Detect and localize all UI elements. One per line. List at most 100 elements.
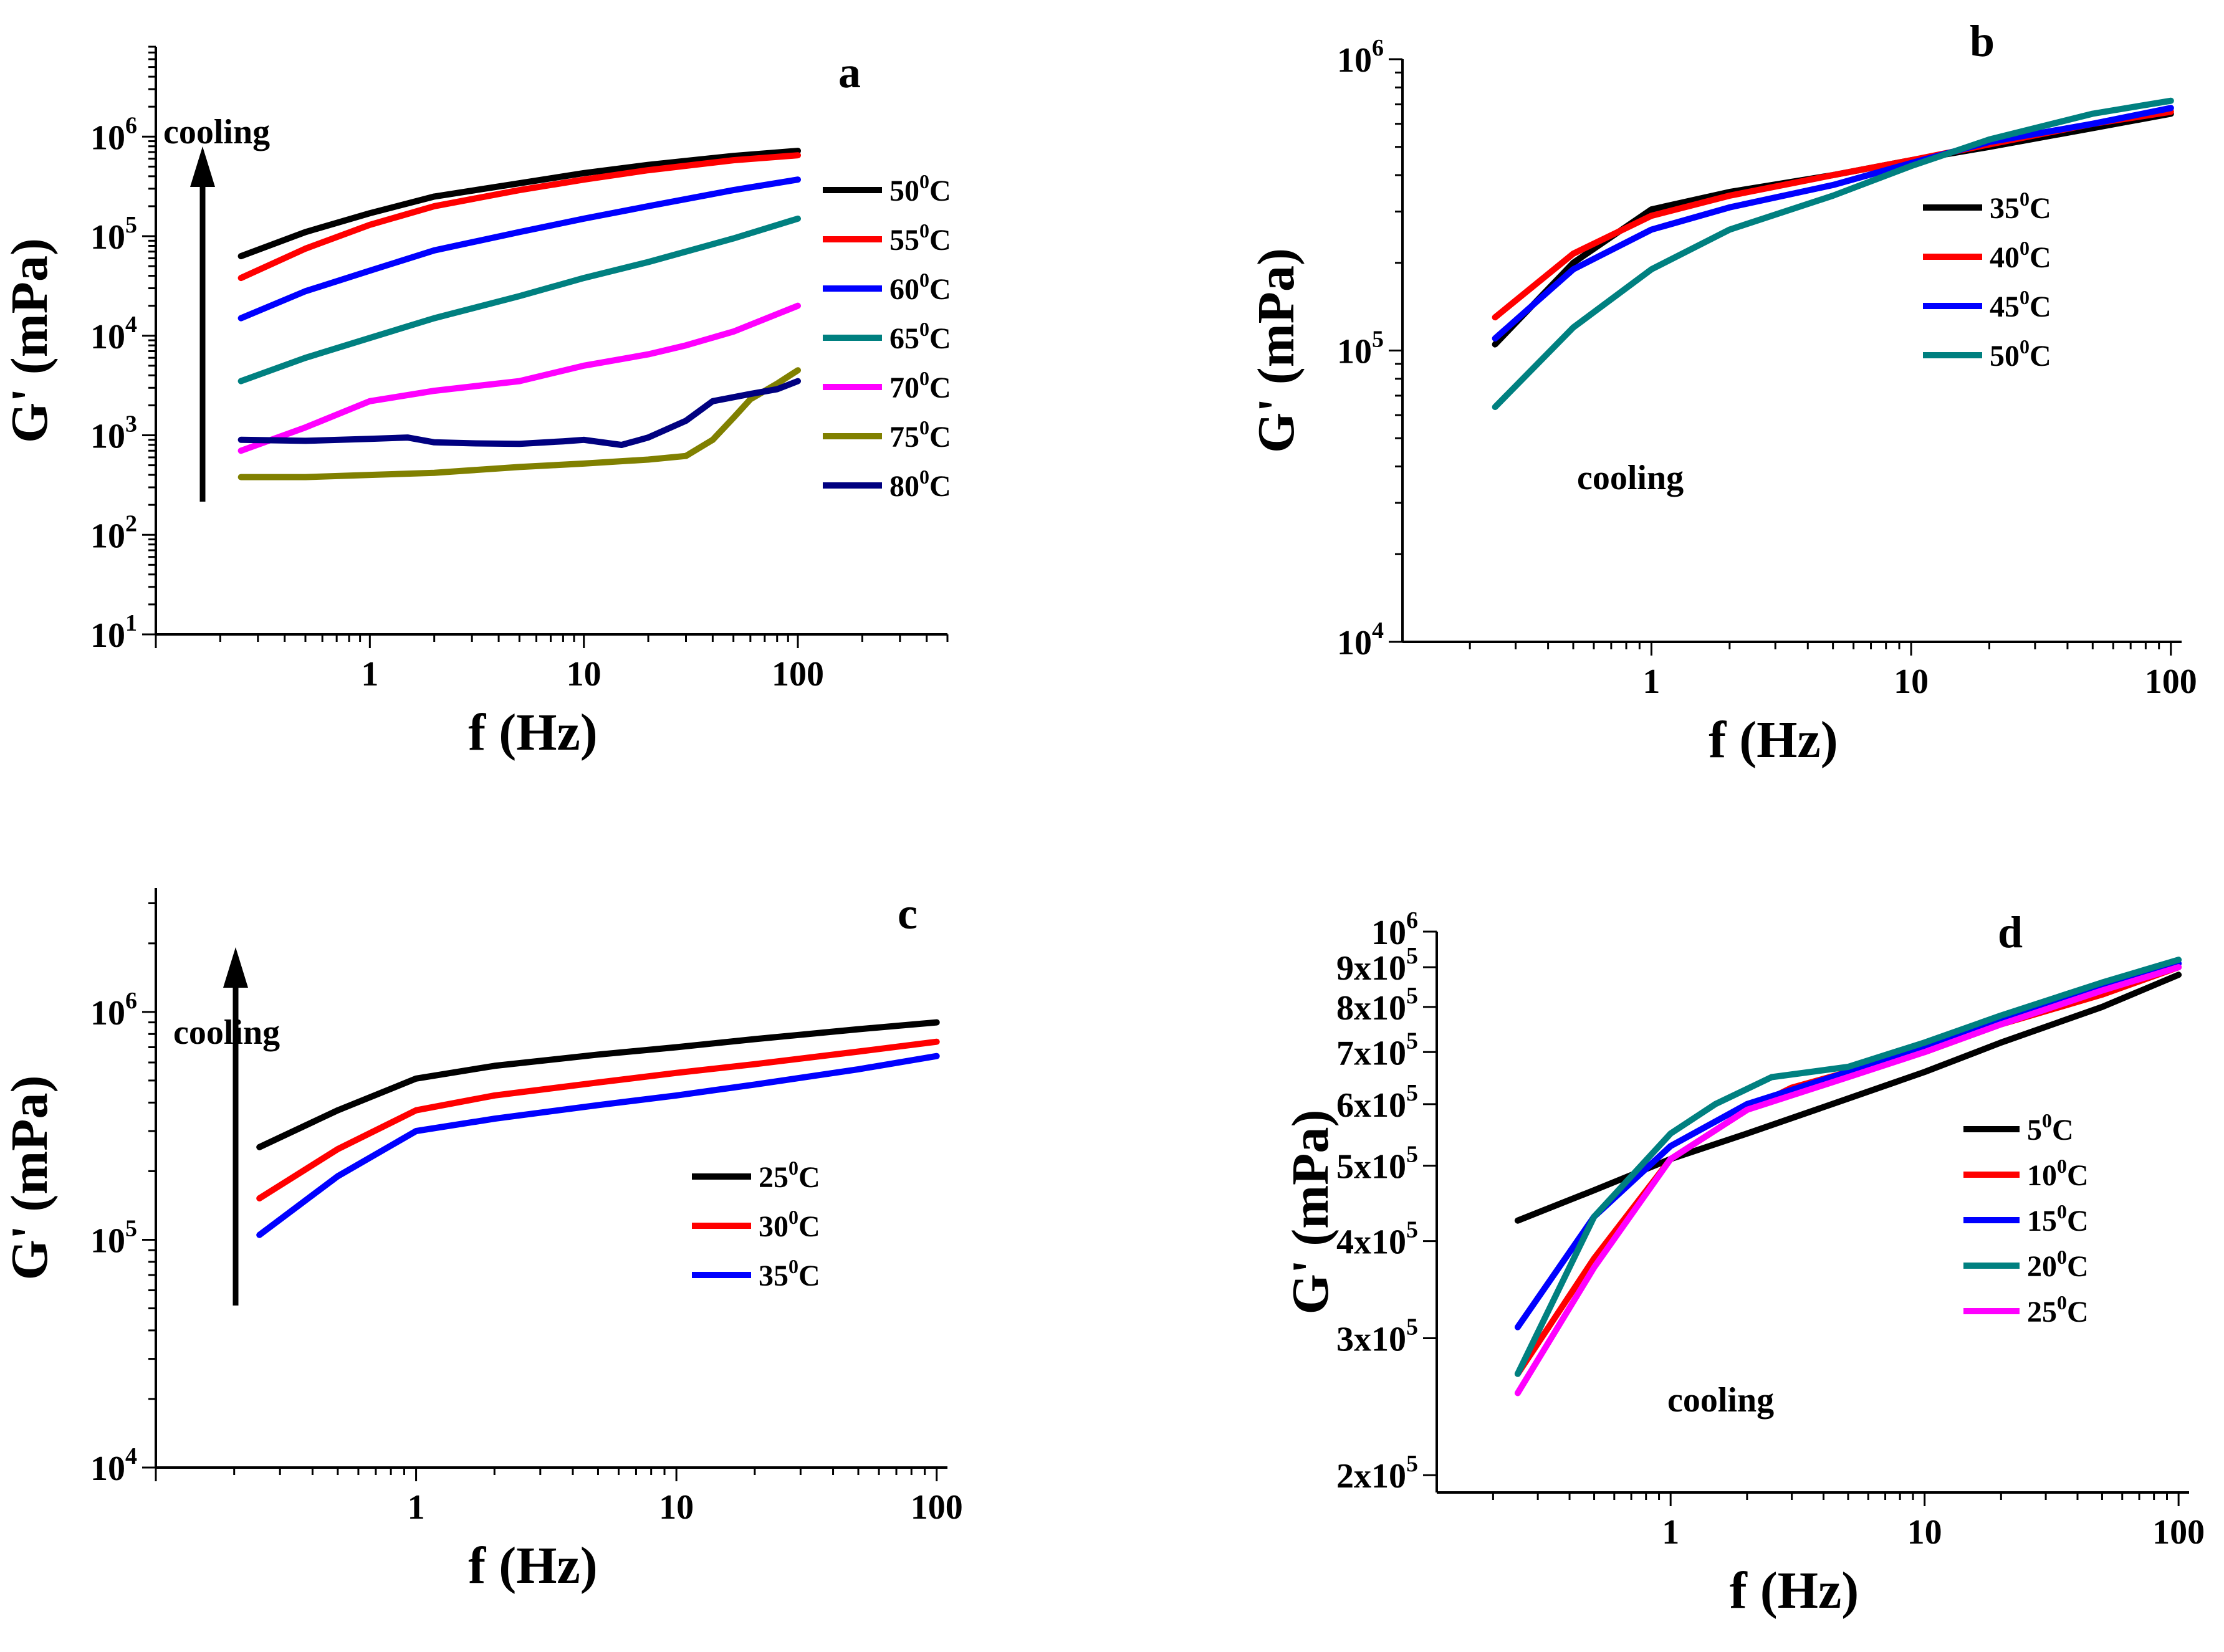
y-tick-base: 10 [90,418,125,456]
y-axis-label: G' (mPa) [1,1076,59,1281]
legend-unit: C [929,273,951,306]
y-tick-exponent: 5 [125,1215,137,1241]
cooling-annotation: cooling [173,1013,280,1052]
legend-temp: 50 [889,174,919,208]
legend-label: 200C [2027,1246,2089,1283]
x-tick-label: 10 [1894,662,1929,701]
series-line-45C [1495,108,2171,338]
legend-item-80C: 800C [823,466,951,503]
legend-unit: C [798,1259,820,1292]
legend-unit: C [929,322,951,355]
y-tick-label: 7x105 [1336,1028,1418,1072]
y-tick-label: 102 [90,510,137,555]
legend-degree-superscript: 0 [2020,188,2030,210]
cooling-arrow-head [190,146,215,187]
legend-label: 650C [889,318,951,355]
legend-temp: 25 [2027,1296,2057,1329]
legend-item-15C: 150C [1963,1200,2089,1238]
legend-temp: 25 [759,1161,788,1194]
y-tick-exponent: 1 [125,610,137,636]
y-tick-label: 104 [90,312,137,356]
x-tick-label: 100 [2152,1513,2205,1552]
legend-degree-superscript: 0 [2057,1200,2067,1223]
x-tick-label: 100 [772,655,824,694]
y-tick-exponent: 5 [1406,1217,1418,1243]
y-tick-base: 7x10 [1336,1034,1406,1072]
y-tick-base: 10 [1337,624,1372,662]
legend-temp: 45 [1990,290,2020,323]
y-tick-base: 10 [90,318,125,356]
y-tick-base: 3x10 [1336,1320,1406,1358]
legend-unit: C [798,1210,820,1243]
y-tick-exponent: 5 [1406,983,1418,1009]
legend-item-40C: 400C [1923,237,2051,274]
legend-label: 300C [759,1206,820,1243]
y-tick-base: 8x10 [1336,989,1406,1028]
legend-temp: 55 [889,224,919,257]
legend-label: 50C [2027,1109,2074,1147]
y-tick-label: 106 [90,112,137,157]
legend-unit: C [2030,290,2051,323]
y-axis-label: G' (mPa) [1,238,59,443]
legend-unit: C [929,421,951,454]
legend-temp: 30 [759,1210,788,1243]
x-tick-label: 1 [1662,1513,1679,1552]
legend-item-25C: 250C [692,1157,820,1194]
legend-degree-superscript: 0 [788,1206,798,1228]
y-tick-exponent: 4 [125,1443,137,1469]
legend-degree-superscript: 0 [788,1157,798,1179]
y-tick-exponent: 2 [125,510,137,537]
panel-d: 1 10 1002x1053x1054x1055x1056x1057x1058x10… [1282,907,2205,1620]
legend-temp: 65 [889,322,919,355]
panel-label: a [838,47,861,97]
legend-temp: 5 [2027,1114,2042,1147]
legend-degree-superscript: 0 [919,318,929,340]
legend-degree-superscript: 0 [2020,335,2030,358]
series-line-50C [1495,101,2171,407]
x-tick-label: 1 [1642,662,1660,701]
legend-unit: C [2030,241,2051,274]
legend: 50C 100C 150C 200C 250C [1963,1109,2089,1329]
panel-b: 1 10 100104105106f (Hz)G' (mPa)bcooling350… [1247,16,2197,769]
x-tick-label: 10 [1907,1513,1942,1552]
y-tick-base: 2x10 [1336,1457,1406,1496]
x-tick-label: 1 [408,1488,425,1527]
legend-degree-superscript: 0 [2042,1109,2052,1132]
series-line-70C [241,306,798,451]
legend-degree-superscript: 0 [2020,286,2030,308]
legend-degree-superscript: 0 [2057,1155,2067,1177]
legend-temp: 60 [889,273,919,306]
y-tick-base: 10 [90,218,125,257]
legend-item-70C: 700C [823,367,951,404]
y-tick-label: 4x105 [1336,1217,1418,1262]
legend-label: 500C [889,170,951,208]
y-tick-base: 10 [90,994,125,1033]
legend-label: 100C [2027,1155,2089,1192]
legend-label: 250C [2027,1291,2089,1329]
legend-label: 600C [889,269,951,306]
legend-temp: 35 [1990,192,2020,225]
legend-degree-superscript: 0 [2057,1291,2067,1314]
legend-temp: 75 [889,421,919,454]
legend-unit: C [929,470,951,503]
y-tick-label: 101 [90,610,137,655]
y-tick-label: 105 [90,1215,137,1260]
legend-degree-superscript: 0 [2020,237,2030,259]
y-tick-label: 8x105 [1336,983,1418,1028]
x-tick-label: 100 [2145,662,2197,701]
legend-unit: C [2030,340,2051,373]
legend-label: 800C [889,466,951,503]
legend-temp: 35 [759,1259,788,1292]
legend-item-60C: 600C [823,269,951,306]
legend-item-25C: 250C [1963,1291,2089,1329]
panel-label: d [1998,907,2023,957]
y-tick-base: 9x10 [1336,949,1406,988]
y-tick-label: 3x105 [1336,1314,1418,1358]
y-tick-base: 10 [1337,333,1372,371]
x-tick-label: 1 [361,655,378,694]
legend-label: 350C [1990,188,2051,225]
legend-label: 700C [889,367,951,404]
legend-temp: 10 [2027,1159,2057,1192]
